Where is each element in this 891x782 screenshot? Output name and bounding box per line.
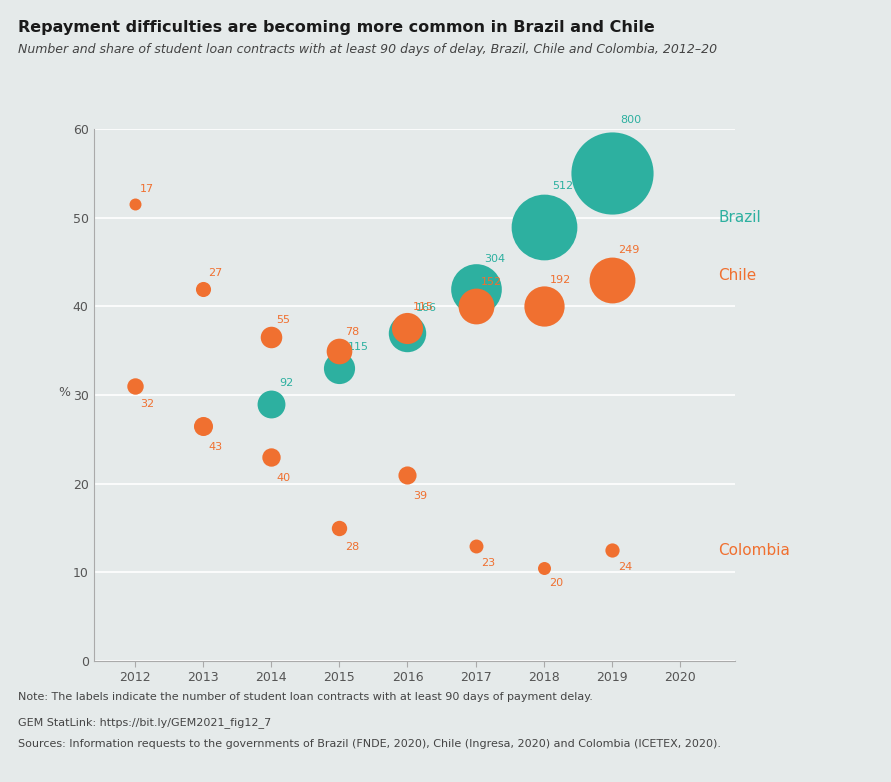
Point bbox=[400, 327, 414, 339]
Text: 115: 115 bbox=[413, 303, 434, 313]
Text: 28: 28 bbox=[345, 542, 359, 552]
Point bbox=[127, 198, 142, 210]
Text: 32: 32 bbox=[140, 400, 154, 409]
Point bbox=[400, 468, 414, 481]
Point bbox=[537, 300, 552, 313]
Text: 249: 249 bbox=[617, 245, 639, 255]
Point bbox=[332, 344, 347, 357]
Text: 512: 512 bbox=[552, 181, 573, 191]
Text: 39: 39 bbox=[413, 490, 427, 500]
Text: 152: 152 bbox=[481, 277, 503, 287]
Text: 24: 24 bbox=[617, 562, 632, 572]
Text: 43: 43 bbox=[208, 442, 223, 452]
Point bbox=[196, 420, 210, 432]
Point bbox=[605, 274, 619, 286]
Text: %: % bbox=[59, 386, 70, 399]
Text: Colombia: Colombia bbox=[718, 543, 790, 558]
Point bbox=[264, 331, 278, 343]
Point bbox=[264, 450, 278, 463]
Text: Repayment difficulties are becoming more common in Brazil and Chile: Repayment difficulties are becoming more… bbox=[18, 20, 655, 34]
Point bbox=[469, 300, 483, 313]
Point bbox=[469, 540, 483, 552]
Text: 27: 27 bbox=[208, 268, 223, 278]
Text: 78: 78 bbox=[345, 328, 359, 337]
Text: 23: 23 bbox=[481, 558, 495, 568]
Text: 55: 55 bbox=[276, 315, 290, 325]
Point bbox=[537, 221, 552, 233]
Text: Sources: Information requests to the governments of Brazil (FNDE, 2020), Chile (: Sources: Information requests to the gov… bbox=[18, 739, 721, 749]
Point bbox=[332, 362, 347, 375]
Text: Chile: Chile bbox=[718, 267, 756, 283]
Text: 92: 92 bbox=[279, 378, 293, 388]
Text: 304: 304 bbox=[484, 253, 505, 264]
Text: Note: The labels indicate the number of student loan contracts with at least 90 : Note: The labels indicate the number of … bbox=[18, 692, 593, 702]
Point bbox=[127, 380, 142, 393]
Point bbox=[469, 282, 483, 295]
Text: 20: 20 bbox=[550, 579, 564, 588]
Point bbox=[400, 322, 414, 335]
Point bbox=[332, 522, 347, 534]
Text: Number and share of student loan contracts with at least 90 days of delay, Brazi: Number and share of student loan contrac… bbox=[18, 43, 717, 56]
Text: GEM StatLink: https://bit.ly/GEM2021_fig12_7: GEM StatLink: https://bit.ly/GEM2021_fig… bbox=[18, 717, 271, 728]
Text: 800: 800 bbox=[620, 115, 642, 124]
Point bbox=[605, 543, 619, 556]
Text: 17: 17 bbox=[140, 184, 154, 194]
Text: 192: 192 bbox=[550, 275, 571, 285]
Text: 115: 115 bbox=[347, 343, 369, 353]
Text: 166: 166 bbox=[416, 303, 437, 314]
Point bbox=[264, 397, 278, 410]
Text: Brazil: Brazil bbox=[718, 210, 761, 225]
Point bbox=[196, 282, 210, 295]
Point bbox=[605, 167, 619, 180]
Point bbox=[537, 561, 552, 574]
Text: 40: 40 bbox=[276, 473, 290, 483]
